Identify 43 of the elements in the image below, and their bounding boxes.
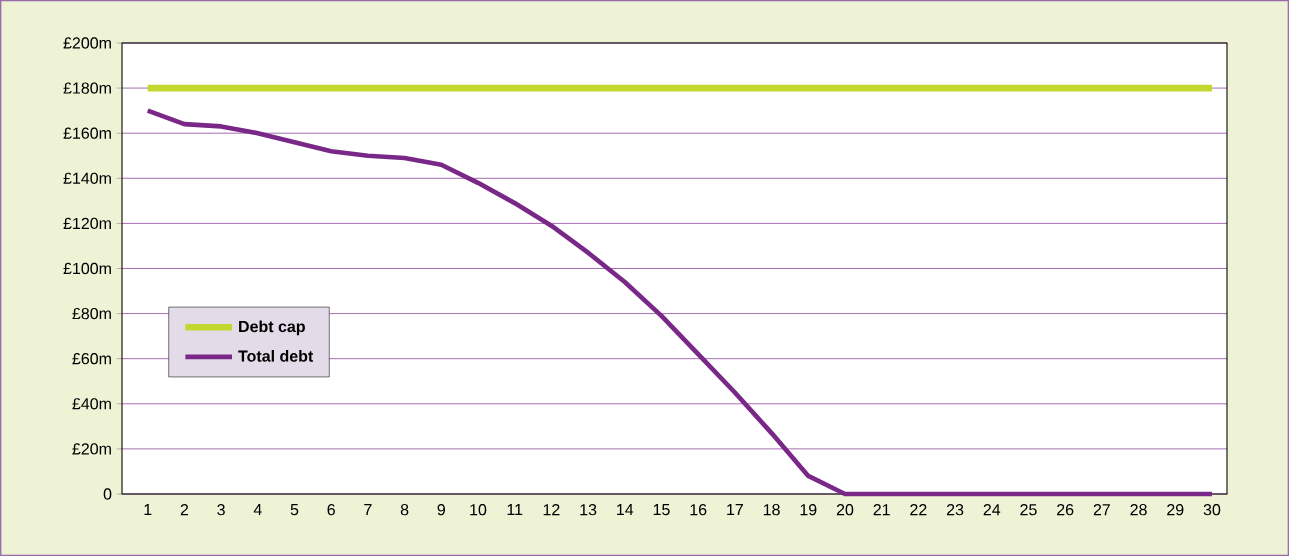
y-tick-label: 0 <box>103 488 112 500</box>
y-tick-label: £100m <box>63 262 111 275</box>
y-tick-label: £20m <box>72 443 111 455</box>
x-tick-label: 17 <box>727 504 743 516</box>
x-tick-label: 20 <box>836 504 854 516</box>
legend-label: Total debt <box>238 350 314 362</box>
x-tick-label: 10 <box>470 504 487 516</box>
x-tick-label: 8 <box>400 504 409 516</box>
x-tick-label: 6 <box>327 504 335 516</box>
x-tick-label: 29 <box>1167 504 1184 516</box>
x-tick-label: 12 <box>543 504 560 516</box>
x-tick-label: 14 <box>617 504 634 516</box>
x-tick-label: 3 <box>217 504 225 516</box>
y-tick-label: £180m <box>63 82 111 94</box>
x-tick-label: 30 <box>1203 504 1221 516</box>
x-tick-label: 2 <box>180 504 189 516</box>
x-tick-label: 26 <box>1057 504 1074 516</box>
legend-label: Debt cap <box>239 320 305 336</box>
y-tick-label: £120m <box>63 217 111 230</box>
x-tick-label: 15 <box>653 504 670 516</box>
x-tick-label: 16 <box>690 504 707 516</box>
y-tick-label: £160m <box>63 127 111 139</box>
x-tick-label: 7 <box>364 504 372 516</box>
x-tick-label: 13 <box>580 504 597 516</box>
x-tick-label: 22 <box>910 504 927 516</box>
x-tick-label: 1 <box>144 504 152 516</box>
x-tick-label: 11 <box>507 504 523 516</box>
y-tick-label: £60m <box>72 353 111 365</box>
x-tick-label: 24 <box>983 504 1001 516</box>
y-tick-label: £200m <box>63 37 111 49</box>
x-tick-label: 5 <box>290 504 299 516</box>
x-tick-label: 9 <box>437 504 445 516</box>
x-tick-label: 18 <box>763 504 780 516</box>
x-tick-label: 28 <box>1130 504 1147 516</box>
x-tick-label: 4 <box>253 504 262 516</box>
x-tick-label: 21 <box>873 504 890 516</box>
x-tick-label: 27 <box>1093 504 1110 516</box>
y-tick-label: £40m <box>72 398 111 410</box>
y-tick-label: £80m <box>72 307 111 320</box>
y-tick-label: £140m <box>63 172 111 184</box>
x-tick-label: 25 <box>1020 504 1037 516</box>
x-tick-label: 19 <box>800 504 817 516</box>
x-tick-label: 23 <box>946 504 964 516</box>
